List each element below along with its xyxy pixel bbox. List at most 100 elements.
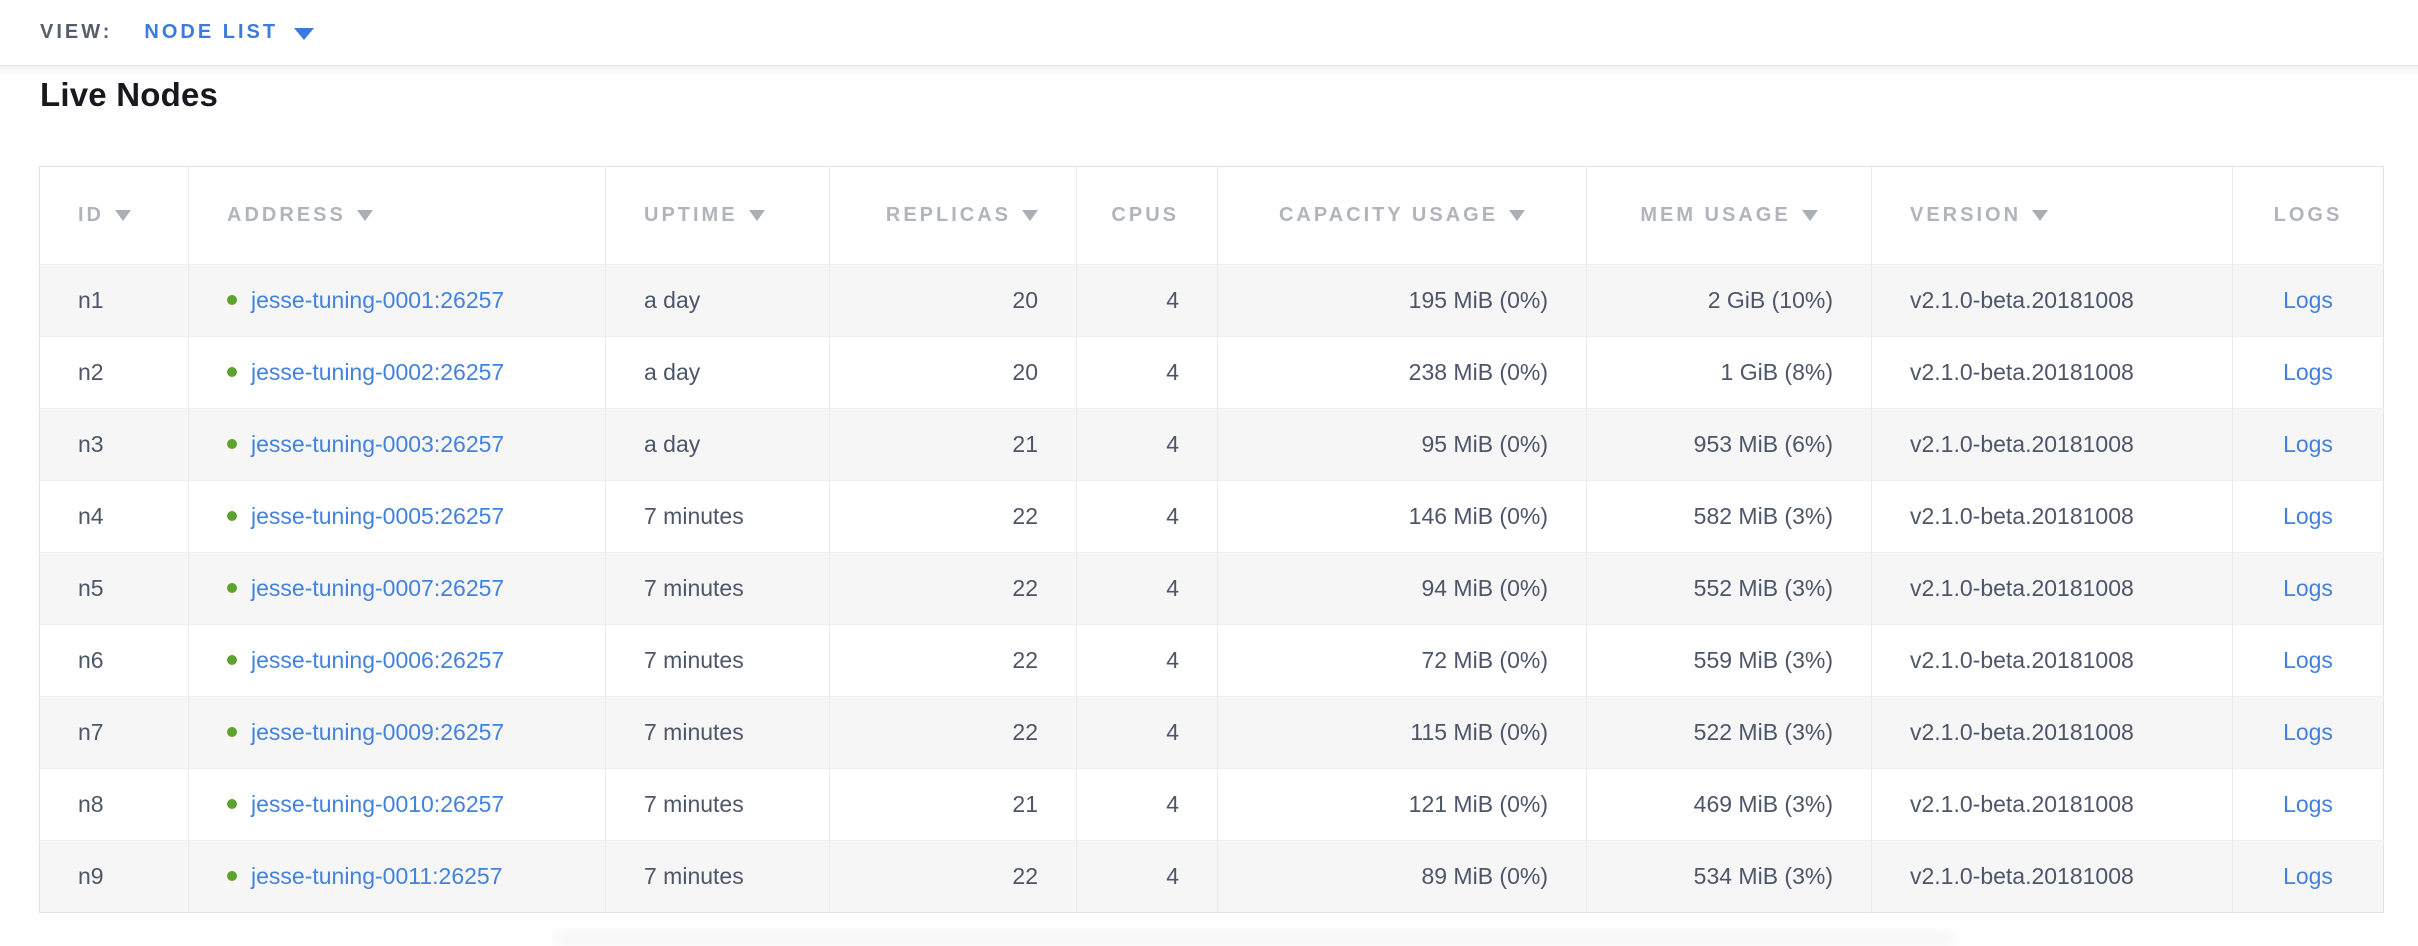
node-address-link[interactable]: jesse-tuning-0007:26257 [251, 575, 505, 601]
node-address-link[interactable]: jesse-tuning-0001:26257 [251, 287, 505, 313]
column-header-uptime[interactable]: UPTIME [605, 166, 830, 265]
node-mem-usage-cell: 1 GiB (8%) [1586, 336, 1872, 409]
column-header-id[interactable]: ID [39, 166, 189, 265]
node-cpus-cell: 4 [1076, 336, 1218, 409]
node-uptime-cell: 7 minutes [605, 552, 830, 625]
node-capacity-usage-cell: 238 MiB (0%) [1217, 336, 1587, 409]
node-live-status-icon [227, 799, 237, 810]
node-logs-link[interactable]: Logs [2283, 647, 2333, 673]
node-replicas-cell: 20 [829, 336, 1077, 409]
node-capacity-usage-cell: 89 MiB (0%) [1217, 840, 1587, 913]
node-version-cell: v2.1.0-beta.20181008 [1871, 768, 2233, 841]
node-address-cell: jesse-tuning-0009:26257 [188, 696, 606, 769]
node-logs-cell: Logs [2232, 840, 2384, 913]
node-address-link[interactable]: jesse-tuning-0005:26257 [251, 503, 505, 529]
table-row: n2 jesse-tuning-0002:26257 a day 20 4 23… [39, 336, 2384, 409]
view-selector-dropdown[interactable]: NODE LIST [144, 21, 315, 44]
node-uptime-cell: a day [605, 336, 830, 409]
node-cpus-cell: 4 [1076, 264, 1218, 337]
node-cpus-cell: 4 [1076, 408, 1218, 481]
node-capacity-usage-cell: 146 MiB (0%) [1217, 480, 1587, 553]
node-logs-cell: Logs [2232, 696, 2384, 769]
node-address-link[interactable]: jesse-tuning-0011:26257 [251, 863, 503, 889]
node-logs-link[interactable]: Logs [2283, 575, 2333, 601]
node-uptime-cell: 7 minutes [605, 840, 830, 913]
sort-desc-icon [1022, 210, 1038, 221]
node-address-link[interactable]: jesse-tuning-0006:26257 [251, 647, 505, 673]
view-bar: VIEW: NODE LIST [0, 0, 2418, 66]
node-mem-usage-cell: 469 MiB (3%) [1586, 768, 1872, 841]
node-id-cell: n5 [39, 552, 189, 625]
node-capacity-usage-cell: 195 MiB (0%) [1217, 264, 1587, 337]
node-mem-usage-cell: 582 MiB (3%) [1586, 480, 1872, 553]
node-address-cell: jesse-tuning-0006:26257 [188, 624, 606, 697]
nodes-table-body: n1 jesse-tuning-0001:26257 a day 20 4 19… [39, 264, 2384, 913]
sort-desc-icon [748, 210, 765, 221]
node-logs-cell: Logs [2232, 336, 2384, 409]
chevron-down-icon [294, 27, 315, 40]
node-id-cell: n6 [39, 624, 189, 697]
node-mem-usage-cell: 552 MiB (3%) [1586, 552, 1872, 625]
node-cpus-cell: 4 [1076, 480, 1218, 553]
node-live-status-icon [227, 583, 237, 594]
view-bar-shadow [0, 66, 2418, 76]
node-logs-cell: Logs [2232, 552, 2384, 625]
node-id-cell: n7 [39, 696, 189, 769]
node-id-cell: n4 [39, 480, 189, 553]
node-cpus-cell: 4 [1076, 624, 1218, 697]
column-header-address[interactable]: ADDRESS [188, 166, 606, 265]
node-mem-usage-cell: 953 MiB (6%) [1586, 408, 1872, 481]
sort-desc-icon [1509, 210, 1526, 221]
node-capacity-usage-cell: 95 MiB (0%) [1217, 408, 1587, 481]
node-id-cell: n2 [39, 336, 189, 409]
table-row: n4 jesse-tuning-0005:26257 7 minutes 22 … [39, 480, 2384, 553]
node-uptime-cell: 7 minutes [605, 768, 830, 841]
node-logs-link[interactable]: Logs [2283, 359, 2333, 385]
node-cpus-cell: 4 [1076, 768, 1218, 841]
node-mem-usage-cell: 559 MiB (3%) [1586, 624, 1872, 697]
sort-desc-icon [1801, 210, 1818, 221]
node-replicas-cell: 22 [829, 840, 1077, 913]
node-logs-link[interactable]: Logs [2283, 503, 2333, 529]
node-logs-link[interactable]: Logs [2283, 719, 2333, 745]
node-version-cell: v2.1.0-beta.20181008 [1871, 480, 2233, 553]
column-header-version[interactable]: VERSION [1871, 166, 2233, 265]
node-replicas-cell: 21 [829, 408, 1077, 481]
node-address-link[interactable]: jesse-tuning-0003:26257 [251, 431, 505, 457]
node-id-cell: n1 [39, 264, 189, 337]
node-id-cell: n8 [39, 768, 189, 841]
sort-desc-icon [356, 210, 373, 221]
node-version-cell: v2.1.0-beta.20181008 [1871, 840, 2233, 913]
column-header-capacity-usage[interactable]: CAPACITY USAGE [1217, 166, 1587, 265]
node-version-cell: v2.1.0-beta.20181008 [1871, 552, 2233, 625]
node-id-cell: n3 [39, 408, 189, 481]
node-replicas-cell: 21 [829, 768, 1077, 841]
node-address-link[interactable]: jesse-tuning-0010:26257 [251, 791, 505, 817]
node-replicas-cell: 22 [829, 552, 1077, 625]
sort-desc-icon [2032, 210, 2049, 221]
live-nodes-table: ID ADDRESS UPTIME REPLICAS CPUS CAPACITY… [39, 166, 2384, 913]
node-replicas-cell: 22 [829, 696, 1077, 769]
node-mem-usage-cell: 522 MiB (3%) [1586, 696, 1872, 769]
node-uptime-cell: 7 minutes [605, 624, 830, 697]
node-address-cell: jesse-tuning-0011:26257 [188, 840, 606, 913]
column-header-logs: LOGS [2232, 166, 2384, 265]
node-capacity-usage-cell: 94 MiB (0%) [1217, 552, 1587, 625]
node-uptime-cell: 7 minutes [605, 696, 830, 769]
node-logs-link[interactable]: Logs [2283, 431, 2333, 457]
node-address-link[interactable]: jesse-tuning-0002:26257 [251, 359, 505, 385]
node-logs-link[interactable]: Logs [2283, 791, 2333, 817]
column-header-replicas[interactable]: REPLICAS [829, 166, 1077, 265]
node-address-cell: jesse-tuning-0002:26257 [188, 336, 606, 409]
node-live-status-icon [227, 295, 237, 306]
node-replicas-cell: 22 [829, 480, 1077, 553]
node-address-cell: jesse-tuning-0010:26257 [188, 768, 606, 841]
column-header-cpus: CPUS [1076, 166, 1218, 265]
node-address-link[interactable]: jesse-tuning-0009:26257 [251, 719, 505, 745]
node-capacity-usage-cell: 115 MiB (0%) [1217, 696, 1587, 769]
node-address-cell: jesse-tuning-0007:26257 [188, 552, 606, 625]
node-logs-link[interactable]: Logs [2283, 287, 2333, 313]
node-logs-link[interactable]: Logs [2283, 863, 2333, 889]
column-header-mem-usage[interactable]: MEM USAGE [1586, 166, 1872, 265]
node-id-cell: n9 [39, 840, 189, 913]
